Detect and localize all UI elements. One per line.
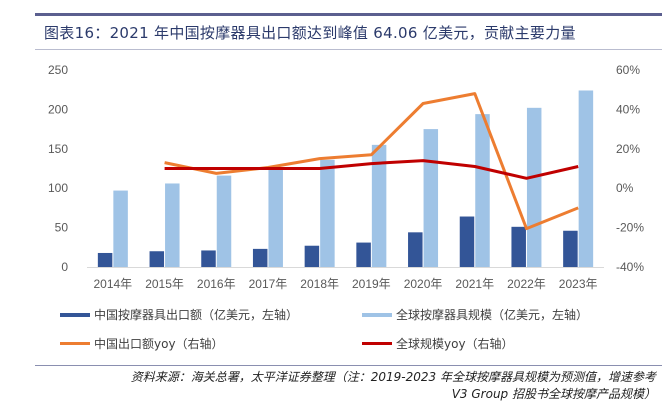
- x-tick-label: 2016年: [197, 277, 236, 291]
- right-tick-label: 0%: [616, 181, 634, 195]
- right-tick-label: 60%: [616, 63, 640, 77]
- left-tick-label: 150: [48, 142, 68, 156]
- left-tick-label: 50: [55, 221, 69, 235]
- bar-global: [423, 129, 439, 267]
- legend-swatch: [362, 312, 392, 317]
- bar-export: [97, 252, 113, 267]
- bar-export: [304, 245, 320, 267]
- header-rule: [35, 13, 662, 16]
- source-line-1: 资料来源：海关总署，太平洋证券整理（注：2019-2023 年全球按摩器具规模为…: [130, 370, 656, 384]
- legend-label: 全球按摩器具规模（亿美元，左轴）: [396, 308, 589, 322]
- bar-global: [578, 90, 594, 267]
- legend-item-export-yoy: 中国出口额yoy（右轴）: [60, 335, 224, 352]
- right-tick-label: 20%: [616, 142, 640, 156]
- left-tick-label: 200: [48, 102, 68, 116]
- right-tick-label: 40%: [616, 102, 640, 116]
- x-tick-label: 2019年: [352, 277, 391, 291]
- right-tick-label: -40%: [616, 260, 644, 274]
- line-global-yoy: [164, 159, 579, 180]
- source-note: 资料来源：海关总署，太平洋证券整理（注：2019-2023 年全球按摩器具规模为…: [36, 369, 656, 403]
- footer-rule: [35, 365, 662, 366]
- legend-item-export: 中国按摩器具出口额（亿美元，左轴）: [60, 306, 298, 323]
- legend-item-global-yoy: 全球规模yoy（右轴）: [362, 335, 514, 352]
- bar-global: [268, 169, 283, 267]
- x-tick-label: 2014年: [93, 277, 132, 291]
- x-tick-label: 2020年: [404, 277, 443, 291]
- legend-swatch: [60, 342, 90, 345]
- bar-export: [511, 226, 526, 267]
- bar-export: [563, 230, 578, 267]
- bar-global: [165, 183, 180, 267]
- bar-export: [149, 251, 165, 267]
- x-tick-label: 2015年: [145, 277, 184, 291]
- bar-global: [475, 114, 490, 268]
- x-tick-label: 2022年: [507, 277, 546, 291]
- chart-title: 图表16：2021 年中国按摩器具出口额达到峰值 64.06 亿美元，贡献主要力…: [44, 24, 576, 42]
- bar-global: [216, 175, 232, 267]
- legend-label: 全球规模yoy（右轴）: [396, 337, 514, 351]
- source-line-2: V3 Group 招股书全球按摩产品规模）: [451, 387, 656, 401]
- legend-swatch: [60, 312, 90, 317]
- right-tick-label: -20%: [616, 221, 644, 235]
- bar-export: [252, 248, 268, 267]
- x-tick-label: 2021年: [455, 277, 494, 291]
- legend-label: 中国出口额yoy（右轴）: [94, 337, 224, 351]
- combo-chart: 0 50 100 150 200 250 -40% -20% 0% 20% 40% 60% 2014年 2…: [48, 63, 644, 291]
- title-rule: [35, 49, 662, 50]
- legend-label: 中国按摩器具出口额（亿美元，左轴）: [94, 308, 299, 322]
- bar-global: [371, 144, 387, 267]
- bar-global: [113, 190, 128, 267]
- left-tick-label: 100: [48, 181, 68, 195]
- bar-export: [459, 216, 475, 267]
- left-tick-label: 250: [48, 63, 68, 77]
- x-tick-label: 2017年: [249, 277, 288, 291]
- x-tick-label: 2023年: [559, 277, 598, 291]
- bar-export: [408, 232, 423, 267]
- legend-item-global: 全球按摩器具规模（亿美元，左轴）: [362, 306, 588, 323]
- bar-export: [356, 242, 371, 267]
- bar-export: [201, 250, 216, 267]
- line-export-yoy: [164, 92, 579, 231]
- left-tick-label: 0: [61, 260, 68, 274]
- bar-global: [526, 107, 542, 267]
- legend-swatch: [362, 342, 392, 345]
- x-tick-label: 2018年: [300, 277, 339, 291]
- bar-global: [320, 159, 335, 267]
